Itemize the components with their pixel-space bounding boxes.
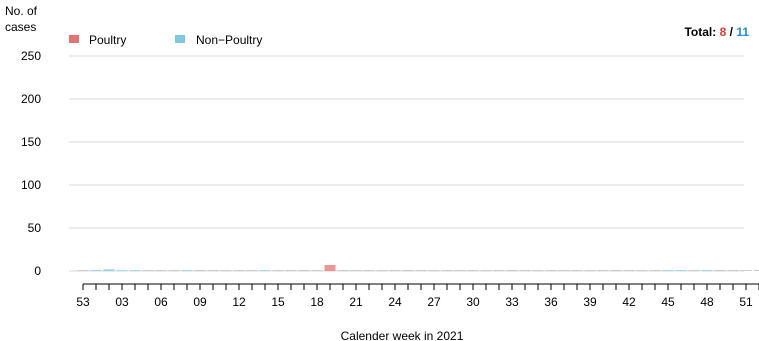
x-tick-label: 33 xyxy=(505,295,519,309)
bar-empty xyxy=(155,270,167,271)
bar-empty xyxy=(77,270,89,271)
bar-empty xyxy=(142,270,154,271)
bar-empty xyxy=(545,270,557,271)
x-axis-label: Calender week in 2021 xyxy=(341,329,464,341)
bar-non-poultry xyxy=(90,270,102,271)
bar-non-poultry xyxy=(701,270,713,271)
bar-empty xyxy=(506,270,518,271)
bar-empty xyxy=(233,270,245,271)
x-tick-label: 42 xyxy=(622,295,636,309)
legend: Poultry Non−Poultry xyxy=(69,33,262,47)
x-axis: 53 03 06 09 12 15 18 21 24 27 30 33 36 39 42 45 48 51 xyxy=(76,283,759,309)
bar-empty xyxy=(363,270,375,271)
bar-empty xyxy=(415,270,427,271)
bar-empty xyxy=(519,270,531,271)
x-tick-label: 18 xyxy=(310,295,324,309)
legend-swatch-poultry xyxy=(69,35,79,43)
bar-empty xyxy=(428,270,440,271)
bar-empty xyxy=(649,270,661,271)
total-separator: / xyxy=(730,25,734,39)
bar-empty xyxy=(350,270,362,271)
bar-empty xyxy=(623,270,635,271)
y-tick-label: 250 xyxy=(21,49,41,63)
y-tick-label: 0 xyxy=(34,264,41,278)
total-label: Total: 8 / 11 xyxy=(684,25,749,39)
bars xyxy=(77,264,759,271)
bar-empty xyxy=(636,270,648,271)
bar-empty xyxy=(727,270,739,271)
bar-empty xyxy=(441,270,453,271)
total-non-poultry: 11 xyxy=(736,25,749,39)
y-tick-label: 150 xyxy=(21,135,41,149)
y-tick-label: 200 xyxy=(21,92,41,106)
bar-empty xyxy=(467,270,479,271)
bar-non-poultry xyxy=(662,270,674,271)
bar-empty xyxy=(740,270,752,271)
x-tick-label: 27 xyxy=(427,295,441,309)
bar-empty xyxy=(311,270,323,271)
bar-empty xyxy=(480,270,492,271)
bar-empty xyxy=(402,270,414,271)
bar-poultry xyxy=(324,264,336,271)
x-tick-label: 24 xyxy=(388,295,402,309)
y-axis: 0 50 100 150 200 250 xyxy=(21,49,41,278)
y-axis-label-line-2: cases xyxy=(5,20,36,34)
x-tick-label: 53 xyxy=(76,295,90,309)
bar-empty xyxy=(220,270,232,271)
bar-empty xyxy=(285,270,297,271)
x-tick-label: 06 xyxy=(154,295,168,309)
bar-non-poultry xyxy=(259,270,271,271)
bar-empty xyxy=(610,270,622,271)
bar-non-poultry xyxy=(116,270,128,271)
bar-non-poultry xyxy=(129,270,141,271)
x-tick-label: 03 xyxy=(115,295,129,309)
bar-empty xyxy=(207,270,219,271)
legend-swatch-non-poultry xyxy=(175,35,185,43)
legend-label-non-poultry: Non−Poultry xyxy=(196,33,262,47)
y-tick-label: 50 xyxy=(28,221,42,235)
total-poultry: 8 xyxy=(720,25,727,39)
bar-empty xyxy=(493,270,505,271)
bar-empty xyxy=(584,270,596,271)
x-tick-label: 36 xyxy=(544,295,558,309)
bar-empty xyxy=(376,270,388,271)
bar-empty xyxy=(688,270,700,271)
bar-empty xyxy=(558,270,570,271)
bar-empty xyxy=(571,270,583,271)
bar-empty xyxy=(753,270,759,271)
x-tick-label: 48 xyxy=(700,295,714,309)
legend-label-poultry: Poultry xyxy=(89,33,126,47)
grid-lines xyxy=(69,55,744,272)
bar-empty xyxy=(194,270,206,271)
bar-empty xyxy=(597,270,609,271)
bar-empty xyxy=(246,270,258,271)
bar-empty xyxy=(168,270,180,271)
bar-non-poultry xyxy=(103,269,115,271)
x-tick-label: 21 xyxy=(349,295,363,309)
bar-non-poultry xyxy=(181,270,193,271)
bar-empty xyxy=(272,270,284,271)
x-tick-label: 15 xyxy=(271,295,285,309)
x-tick-label: 09 xyxy=(193,295,207,309)
x-tick-label: 12 xyxy=(232,295,246,309)
bar-empty xyxy=(298,270,310,271)
bar-empty xyxy=(389,270,401,271)
bar-empty xyxy=(714,270,726,271)
bar-non-poultry xyxy=(675,270,687,271)
bar-empty xyxy=(337,270,349,271)
x-tick-label: 45 xyxy=(661,295,675,309)
x-tick-label: 51 xyxy=(739,295,753,309)
bar-empty xyxy=(532,270,544,271)
total-title: Total: xyxy=(684,25,716,39)
y-axis-label-line-1: No. of xyxy=(5,4,38,18)
y-tick-label: 100 xyxy=(21,178,41,192)
x-tick-label: 30 xyxy=(466,295,480,309)
bar-empty xyxy=(454,270,466,271)
x-tick-label: 39 xyxy=(583,295,597,309)
